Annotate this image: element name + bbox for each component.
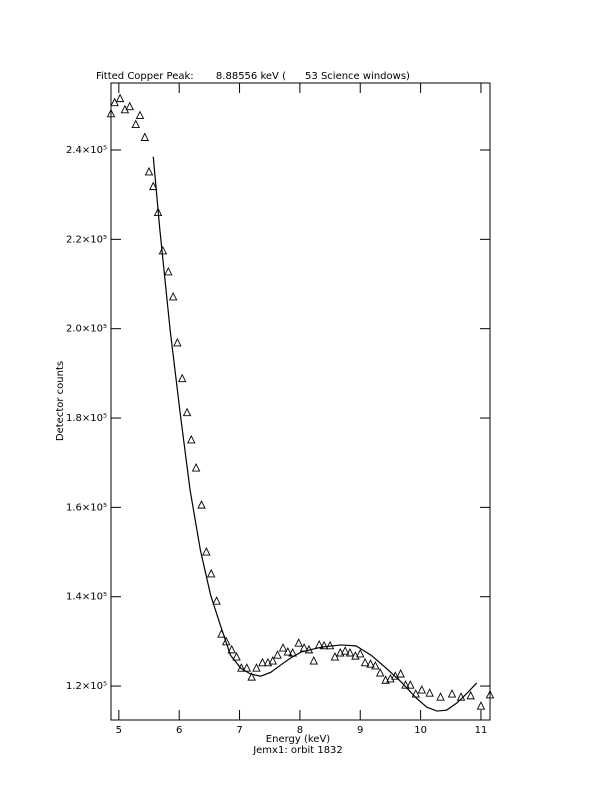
data-point xyxy=(110,97,119,107)
data-point xyxy=(273,650,282,659)
data-point xyxy=(278,643,288,652)
data-point xyxy=(417,685,427,694)
chart-title: Fitted Copper Peak: 8.88556 keV ( 53 Sci… xyxy=(96,71,410,82)
data-point xyxy=(436,692,445,701)
data-point xyxy=(115,93,125,103)
data-point xyxy=(325,640,335,650)
data-point xyxy=(340,646,350,655)
y-tick-label: 2.4×10⁵ xyxy=(66,145,107,156)
data-point xyxy=(381,675,390,684)
data-point xyxy=(366,659,375,668)
data-point xyxy=(212,596,221,605)
data-point xyxy=(330,652,340,661)
y-tick-label: 1.6×10⁵ xyxy=(66,502,107,513)
data-point xyxy=(187,434,196,444)
data-point xyxy=(206,568,216,578)
y-tick-label: 2.2×10⁵ xyxy=(66,234,107,245)
data-point xyxy=(144,166,154,176)
y-tick-label: 2.0×10⁵ xyxy=(66,324,107,335)
y-tick-label: 1.4×10⁵ xyxy=(66,592,107,603)
data-point xyxy=(197,500,206,509)
data-point xyxy=(252,663,261,672)
data-point xyxy=(319,640,329,650)
data-point xyxy=(425,688,434,697)
data-point xyxy=(131,119,140,128)
data-point xyxy=(268,656,277,665)
data-point xyxy=(164,266,173,276)
data-point xyxy=(406,680,415,689)
subtitle: Jemx1: orbit 1832 xyxy=(252,745,343,756)
data-point xyxy=(258,657,267,667)
y-tick-label: 1.2×10⁵ xyxy=(66,681,107,692)
y-tick-label: 1.8×10⁵ xyxy=(66,413,107,424)
data-point xyxy=(476,701,486,710)
data-point xyxy=(485,689,495,699)
data-point xyxy=(222,636,231,646)
data-point xyxy=(182,407,192,417)
x-axis-label: Energy (keV) xyxy=(266,734,331,745)
data-point xyxy=(466,690,475,700)
x-tick-label: 6 xyxy=(176,725,182,736)
data-point xyxy=(371,660,380,670)
data-point xyxy=(135,110,145,120)
data-point xyxy=(191,463,201,472)
data-point xyxy=(168,291,178,301)
data-point xyxy=(125,101,134,111)
x-tick-label: 5 xyxy=(116,725,122,736)
x-tick-label: 8 xyxy=(297,725,303,736)
data-point xyxy=(106,108,116,118)
plot-frame xyxy=(110,82,491,721)
data-point xyxy=(391,671,400,680)
data-point xyxy=(396,668,405,678)
data-point xyxy=(177,373,187,383)
data-point xyxy=(360,657,370,667)
data-point xyxy=(227,644,236,654)
fit-line xyxy=(152,156,478,712)
data-point xyxy=(356,648,365,658)
y-axis-label: Detector counts xyxy=(55,361,66,441)
x-tick-label: 9 xyxy=(357,725,363,736)
data-point xyxy=(140,132,150,141)
data-point xyxy=(173,337,182,347)
data-point xyxy=(283,647,293,656)
data-point xyxy=(202,547,211,556)
data-point xyxy=(232,652,241,661)
data-point xyxy=(345,647,355,657)
data-point xyxy=(294,638,303,647)
data-point xyxy=(149,181,158,191)
data-point xyxy=(447,689,457,698)
data-point xyxy=(375,668,385,677)
x-tick-label: 11 xyxy=(475,725,488,736)
data-point xyxy=(288,647,297,657)
x-tick-label: 10 xyxy=(414,725,427,736)
data-point xyxy=(309,656,319,665)
data-point xyxy=(247,672,256,681)
x-tick-label: 7 xyxy=(236,725,242,736)
